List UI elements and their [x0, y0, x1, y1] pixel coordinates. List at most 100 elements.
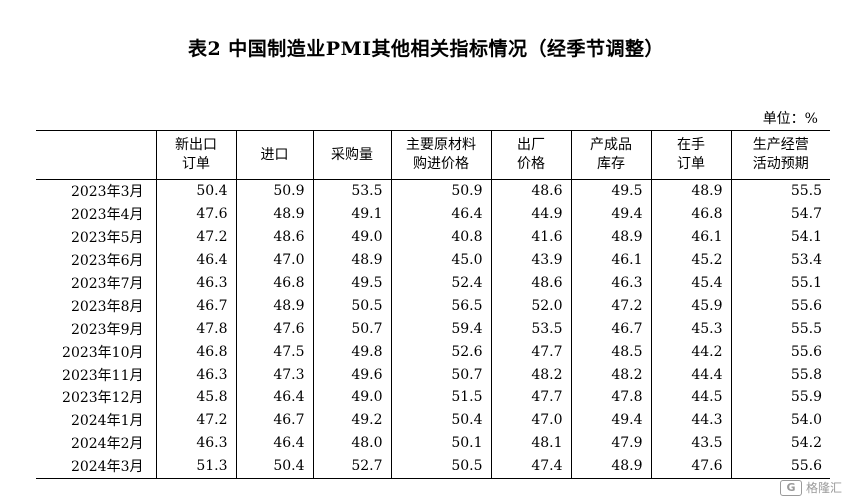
table-cell: 47.2: [570, 294, 651, 318]
column-header-line: 主要原材料: [406, 137, 476, 153]
table-cell: 47.8: [155, 317, 236, 341]
table-cell: 55.6: [730, 454, 830, 479]
table-cell: 47.5: [235, 340, 313, 364]
table-cell: 54.1: [730, 225, 830, 249]
table-row: 2023年3月 50.4 50.9 53.5 50.9 48.6 49.5 48.9 55.5: [36, 179, 830, 203]
table-cell: 50.4: [235, 454, 313, 479]
table-cell: 43.9: [490, 248, 571, 272]
table-cell: 48.9: [570, 225, 651, 249]
column-header: 出厂 价格: [490, 130, 571, 180]
table-cell: 48.2: [570, 363, 651, 387]
table-cell: 46.8: [650, 202, 731, 226]
table-cell: 46.4: [235, 386, 313, 409]
table-cell: 54.7: [730, 202, 830, 226]
column-header: 生产经营 活动预期: [730, 130, 830, 180]
table-cell: 44.2: [650, 340, 731, 364]
table-row: 2023年4月 47.6 48.9 49.1 46.4 44.9 49.4 46.8 54.7: [36, 202, 830, 226]
table-cell: 49.8: [312, 340, 391, 364]
column-header-line: 库存: [597, 156, 625, 172]
table-cell: 49.0: [312, 386, 391, 409]
row-month-label: 2023年3月: [70, 184, 144, 201]
row-month-label: 2023年11月: [62, 367, 144, 384]
table-cell: 45.2: [650, 248, 731, 272]
table-cell: 46.4: [155, 248, 236, 272]
table-cell: 41.6: [490, 225, 571, 249]
table-cell: 44.4: [650, 363, 731, 387]
table-cell: 48.9: [235, 202, 313, 226]
table-row: 2023年9月 47.8 47.6 50.7 59.4 53.5 46.7 45.3 55.5: [36, 317, 830, 341]
table-cell: 49.2: [312, 408, 391, 432]
column-header: [36, 130, 156, 180]
table-row: 2024年1月 47.2 46.7 49.2 50.4 47.0 49.4 44.3 54.0: [36, 408, 830, 432]
table-cell: 43.5: [650, 431, 731, 455]
table-cell: 46.3: [155, 431, 236, 455]
table-row: 2023年12月 45.8 46.4 49.0 51.5 47.7 47.8 44.5 55.9: [36, 386, 830, 409]
table-row: 2023年10月 46.8 47.5 49.8 52.6 47.7 48.5 44.2 55.6: [36, 340, 830, 364]
column-header-line: 活动预期: [752, 156, 809, 172]
table-cell: 55.6: [730, 294, 830, 318]
table-cell: 56.5: [390, 294, 491, 318]
table-cell: 53.5: [312, 179, 391, 203]
table-cell: 47.6: [155, 202, 236, 226]
table-cell: 44.3: [650, 408, 731, 432]
row-month-label: 2023年9月: [70, 321, 144, 338]
unit-label: 单位：%: [762, 111, 818, 127]
table-cell: 49.6: [312, 363, 391, 387]
table-cell: 49.4: [570, 202, 651, 226]
table-cell: 49.5: [570, 179, 651, 203]
table-cell: 54.2: [730, 431, 830, 455]
table-cell: 48.9: [570, 454, 651, 479]
row-month-label: 2023年12月: [62, 390, 144, 407]
row-month-label: 2024年1月: [70, 413, 144, 430]
table-cell: 48.2: [490, 363, 571, 387]
column-header-line: 生产经营: [752, 137, 809, 153]
column-header-line: 购进价格: [413, 156, 469, 172]
table-row: 2023年5月 47.2 48.6 49.0 40.8 41.6 48.9 46.1 54.1: [36, 225, 830, 249]
table-cell: 53.4: [730, 248, 830, 272]
column-header-line: 在手: [677, 137, 705, 153]
table-cell: 50.7: [312, 317, 391, 341]
table-cell: 49.0: [312, 225, 391, 249]
table-cell: 50.1: [390, 431, 491, 455]
table-cell: 55.1: [730, 271, 830, 295]
table-cell: 47.2: [155, 225, 236, 249]
table-cell: 50.9: [390, 179, 491, 203]
column-header: 产成品 库存: [570, 130, 651, 180]
table-cell: 47.4: [490, 454, 571, 479]
table-cell: 46.7: [570, 317, 651, 341]
row-month-label: 2024年3月: [36, 454, 156, 479]
table-cell: 47.0: [490, 408, 571, 432]
table-cell: 48.0: [312, 431, 391, 455]
table-row: 2023年8月 46.7 48.9 50.5 56.5 52.0 47.2 45.9 55.6: [36, 294, 830, 318]
column-header: 采购量: [312, 130, 391, 180]
table-cell: 44.5: [650, 386, 731, 409]
table-cell: 47.2: [155, 408, 236, 432]
table-cell: 46.3: [570, 271, 651, 295]
table-cell: 48.9: [312, 248, 391, 272]
table-cell: 46.4: [235, 431, 313, 455]
watermark-text: 格隆汇: [805, 481, 842, 495]
table-cell: 52.4: [390, 271, 491, 295]
watermark: G 格隆汇: [779, 479, 842, 496]
table-cell: 49.5: [312, 271, 391, 295]
table-cell: 45.4: [650, 271, 731, 295]
pmi-table: 新出口 订单 进口 采购量 主要原材料 购进价格 出厂 价格 产成品 库存 在手 订单 生产经营 活动预期…: [36, 130, 830, 479]
table-row: 2024年3月 51.3 50.4 52.7 50.5 47.4 48.9 47.6 55.6: [36, 454, 830, 479]
table-cell: 46.1: [650, 225, 731, 249]
table-cell: 48.6: [490, 179, 571, 203]
table-cell: 47.8: [570, 386, 651, 409]
table-cell: 46.1: [570, 248, 651, 272]
table-cell: 46.8: [155, 340, 236, 364]
table-row: 2023年7月 46.3 46.8 49.5 52.4 48.6 46.3 45.4 55.1: [36, 271, 830, 295]
table-cell: 48.6: [490, 271, 571, 295]
table-cell: 47.6: [235, 317, 313, 341]
table-cell: 50.9: [235, 179, 313, 203]
table-cell: 50.4: [155, 179, 236, 203]
table-cell: 47.3: [235, 363, 313, 387]
table-cell: 47.9: [570, 431, 651, 455]
table-cell: 48.5: [570, 340, 651, 364]
column-header: 主要原材料 购进价格: [390, 130, 491, 180]
column-header: 进口: [235, 130, 313, 180]
table-cell: 47.0: [235, 248, 313, 272]
gelonghui-logo-icon: G: [779, 479, 802, 496]
